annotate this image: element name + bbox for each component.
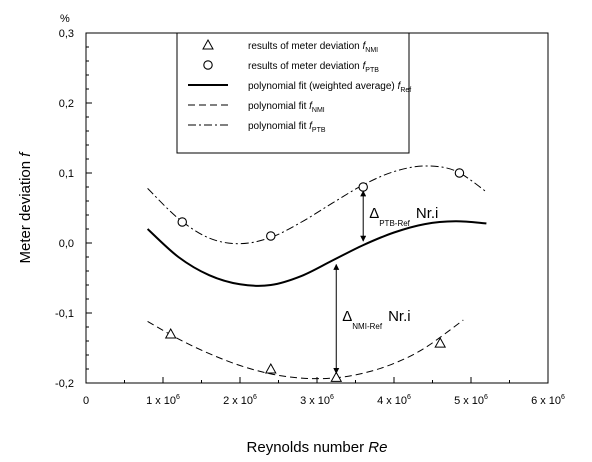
series-lines [146,165,487,380]
deviation-label: ΔPTB-RefNr.i [369,205,438,228]
y-axis-title-text: Meter deviation [17,157,34,264]
y-tick-label: 0,2 [59,98,74,110]
data-point-ptb [358,182,368,192]
x-axis-ticks: 0 1 x 106 2 x 106 3 x 106 4 x 106 5 x 106 6 x … [83,377,565,407]
x-axis-title-symbol: Re [368,439,387,456]
series-line-nmi [147,319,464,380]
x-axis-title-text: Reynolds number [247,439,369,456]
y-axis-title: Meter deviation f [17,151,34,264]
y-tick-label: 0,0 [59,238,74,250]
legend-label: results of meter deviation fNMI [248,41,378,54]
x-tick-label: 3 x 106 [300,394,334,407]
legend-label: polynomial fit fNMI [248,101,325,114]
data-point-nmi [434,337,447,348]
y-axis-title-symbol: f [17,151,34,157]
x-tick-label: 5 x 106 [454,394,488,407]
legend-label: polynomial fit fPTB [248,121,326,134]
y-tick-label: -0,2 [55,378,74,390]
data-point-nmi [264,362,277,374]
y-tick-label: 0,3 [59,28,74,40]
data-point-ptb [177,217,188,227]
legend: results of meter deviation fNMI results o… [176,32,411,154]
y-tick-label: -0,1 [55,308,74,320]
x-tick-label: 1 x 106 [146,394,180,407]
y-tick-label: 0,1 [59,168,74,180]
legend-label: results of meter deviation fPTB [248,61,379,74]
legend-marker [202,38,214,50]
data-point-nmi [164,327,177,339]
data-point-nmi [330,371,343,382]
legend-marker [203,60,213,70]
x-axis-title: Reynolds number Re [247,439,388,456]
x-tick-label: 4 x 106 [377,394,411,407]
deviation-label: ΔNMI-RefNr.i [342,308,410,331]
legend-label: polynomial fit (weighted average) fRef [248,81,411,94]
legend-box [176,32,410,154]
x-tick-label: 6 x 106 [531,394,565,407]
series-line-ref [146,220,487,287]
series-line-ptb [147,165,487,245]
y-unit-label: % [60,13,70,25]
y-axis-ticks: -0,2 -0,1 0,0 0,1 0,2 0,3 [55,28,92,390]
data-point-ptb [454,168,465,178]
data-point-ptb [266,231,276,241]
x-tick-label: 0 [83,395,89,407]
x-tick-label: 2 x 106 [223,394,257,407]
annotations: ΔPTB-RefNr.i ΔNMI-RefNr.i [333,190,438,374]
